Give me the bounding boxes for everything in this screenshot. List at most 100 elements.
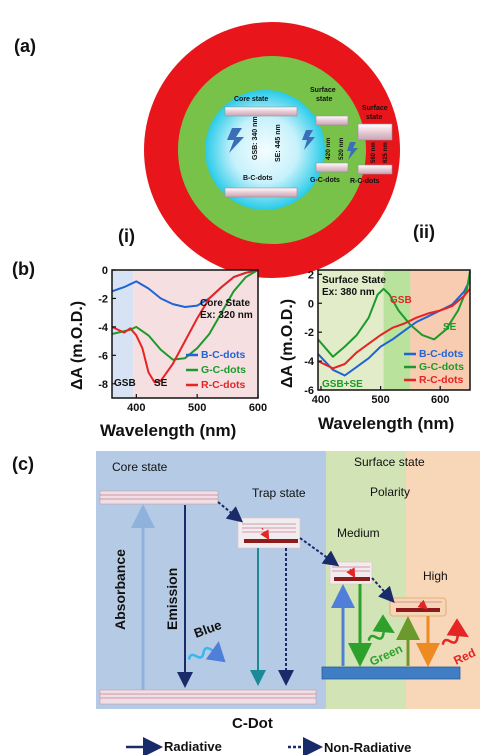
radiative-label: Radiative (164, 739, 222, 754)
red-emission-wave-icon (441, 618, 469, 645)
chart-core-frame (111, 269, 259, 399)
gsb-340-label: GSB: 340 nm (252, 116, 259, 160)
emission-label: Emission (164, 568, 180, 630)
legend-radiative: Radiative (126, 737, 222, 755)
polarity-heading: Polarity (370, 485, 410, 499)
lightning-bolt-green-icon (302, 130, 315, 150)
core-state-heading: Core state (112, 460, 168, 474)
c1-ytick-label: -4 (98, 322, 109, 334)
c2-series-r-c-dots (317, 288, 471, 370)
c2-region-2 (410, 270, 470, 390)
panel-label-b: (b) (12, 259, 35, 279)
trap-state-level (237, 517, 301, 549)
chart-surface-subtitle: Ex: 380 nm (322, 287, 375, 298)
green-emission-wave-icon (367, 614, 395, 641)
green-lower-level (315, 162, 349, 173)
core-lower-level (224, 187, 298, 198)
red-band-625: 625 nm (383, 142, 389, 163)
c2-ytick-label: 0 (308, 298, 314, 310)
c2-ytick-label: -4 (304, 356, 315, 368)
chart-surface-se-annotation: SE (443, 322, 457, 333)
c2-legend-label: B-C-dots (419, 348, 463, 360)
c1-ytick-label: -8 (98, 379, 108, 391)
chart-surface-gsb-annotation: GSB (390, 295, 412, 306)
trap-to-medium-nonradiative-arrow (299, 537, 340, 567)
chart-core-ylabel: ΔA (m.O.D.) (69, 301, 86, 390)
c1-xtick-label: 600 (249, 402, 267, 414)
legend-non-radiative: Non-Radiative (288, 737, 411, 755)
high-state-level (389, 597, 447, 617)
trap-state-label: Trap state (252, 486, 306, 500)
c-dot-caption: C-Dot (232, 715, 273, 732)
medium-state-level (329, 561, 373, 585)
chart-core-xlabel: Wavelength (nm) (100, 421, 236, 440)
energy-diagram: Core state Surface state Polarity Trap s… (96, 451, 480, 709)
core-state-label: Core state (234, 96, 268, 103)
c1-ytick-label: -2 (98, 293, 108, 305)
surface-state-green-label-2: state (316, 96, 332, 103)
core-excited-level (99, 490, 219, 505)
core-upper-level (224, 106, 298, 117)
chart-core-state: 400 500 600 0 -2 -4 -6 -8 ΔA (m.O.D.) Waveleng… (69, 265, 267, 440)
c2-xtick-label: 400 (312, 394, 330, 406)
green-upper-level (315, 115, 349, 126)
absorbance-label: Absorbance (112, 549, 128, 630)
chart-core-gsb-region: GSB (114, 378, 136, 389)
chart-core-subtitle: Ex: 320 nm (200, 310, 253, 321)
red-band-560: 560 nm (371, 142, 377, 163)
panel-label-ii: (ii) (413, 222, 435, 242)
chart-surface-title: Surface State (322, 275, 386, 286)
inner-core-sphere (205, 90, 325, 210)
c1-xtick-label: 400 (127, 402, 145, 414)
red-upper-level (357, 123, 393, 141)
nested-dots-diagram: Core state B-C-dots GSB: 340 nm SE: 445 … (144, 22, 400, 278)
c1-ytick-label: -6 (98, 350, 108, 362)
lightning-bolt-red-icon (347, 142, 358, 160)
trap-relaxation-arrow (260, 527, 270, 541)
c2-ytick-label: 2 (308, 269, 314, 281)
green-band-420: 420 nm (325, 137, 332, 160)
panel-label-c: (c) (12, 454, 34, 474)
chart-surface-frame (317, 269, 471, 391)
chart-core-title: Core State (200, 298, 250, 309)
core-ground-level (99, 689, 317, 705)
g-c-dots-label: G-C-dots (310, 177, 340, 184)
c1-legend-label: R-C-dots (201, 379, 245, 391)
chart-surface-gsb-se-region: GSB+SE (322, 379, 363, 390)
c1-series-r-c-dots (111, 269, 259, 384)
surface-state-red-label-2: state (366, 114, 382, 121)
c1-legend-label: B-C-dots (201, 349, 245, 361)
chart-surface-xlabel: Wavelength (nm) (318, 414, 454, 433)
surface-state-red-label-1: Surface (362, 105, 388, 112)
c1-region-0 (112, 270, 134, 398)
medium-relaxation-arrow (346, 567, 356, 579)
non-radiative-label: Non-Radiative (324, 740, 411, 755)
medium-label: Medium (337, 526, 380, 540)
c1-region-1 (133, 270, 258, 398)
red-lower-level (357, 164, 393, 175)
r-c-dots-label: R-C-dots (350, 178, 380, 185)
surface-state-green-label-1: Surface (310, 87, 336, 94)
chart-core-se-region: SE (154, 378, 168, 389)
c2-series-g-c-dots (317, 271, 471, 358)
c2-xtick-label: 600 (431, 394, 449, 406)
c2-series-b-c-dots (317, 279, 471, 377)
surface-state-heading: Surface state (354, 455, 425, 469)
c2-ytick-label: -2 (304, 327, 314, 339)
c1-legend-label: G-C-dots (201, 364, 246, 376)
high-label: High (423, 569, 448, 583)
surface-ground-level (321, 666, 461, 680)
high-relaxation-arrow (417, 599, 428, 610)
c2-legend-label: R-C-dots (419, 374, 463, 386)
c2-xtick-label: 500 (371, 394, 389, 406)
c2-ytick-label: -6 (304, 385, 314, 397)
chart-surface-state: 400 500 600 2 0 -2 -4 -6 ΔA (m.O.D.) Wavelengt… (279, 269, 471, 433)
c1-ytick-label: 0 (102, 265, 108, 277)
chart-surface-ylabel: ΔA (m.O.D.) (279, 299, 296, 388)
c2-legend-label: G-C-dots (419, 361, 464, 373)
lightning-bolt-icon (227, 128, 244, 153)
b-c-dots-label: B-C-dots (243, 175, 273, 182)
se-445-label: SE: 445 nm (275, 124, 282, 162)
blue-emission-wave-icon (187, 641, 226, 663)
